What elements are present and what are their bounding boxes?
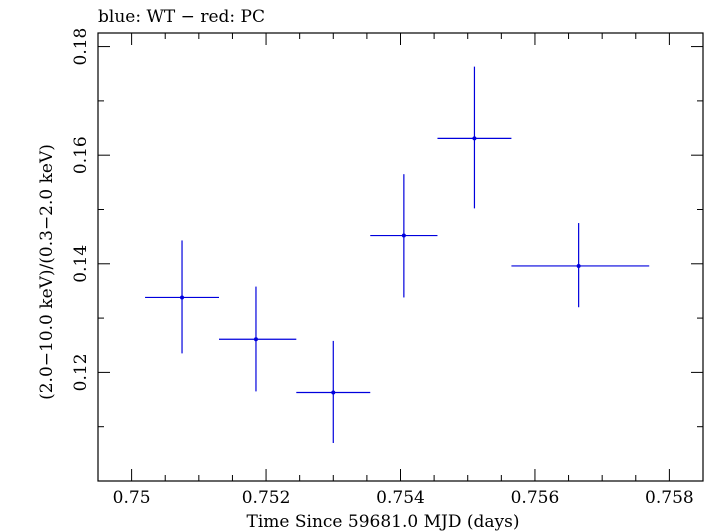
axis-ticks	[97, 33, 704, 482]
x-tick-label: 0.752	[242, 488, 291, 508]
data-marker	[576, 263, 581, 268]
data-marker	[180, 295, 185, 300]
plot-frame	[97, 32, 704, 482]
data-point	[437, 66, 512, 209]
data-point	[296, 340, 371, 443]
y-axis-label: (2.0−10.0 keV)/(0.3−2.0 keV)	[37, 144, 57, 400]
y-tick-label: 0.16	[71, 136, 91, 174]
data-marker	[331, 390, 336, 395]
data-marker	[401, 233, 406, 238]
data-point	[219, 286, 297, 392]
x-axis-label: Time Since 59681.0 MJD (days)	[247, 512, 520, 532]
x-tick-label: 0.758	[645, 488, 694, 508]
data-point	[511, 223, 650, 308]
y-tick-label: 0.12	[71, 353, 91, 391]
y-tick-label: 0.14	[71, 245, 91, 283]
data-marker	[472, 136, 477, 141]
data-point	[145, 240, 219, 354]
data-marker	[253, 337, 258, 342]
x-tick-label: 0.756	[511, 488, 560, 508]
data-point	[370, 174, 438, 298]
chart-title: blue: WT − red: PC	[98, 7, 265, 27]
x-tick-labels: 0.75 0.752 0.754 0.756 0.758	[113, 488, 694, 508]
data-points	[145, 66, 650, 443]
y-tick-label: 0.18	[71, 28, 91, 66]
x-tick-label: 0.754	[376, 488, 425, 508]
y-tick-labels: 0.12 0.14 0.16 0.18	[71, 28, 91, 392]
x-tick-label: 0.75	[113, 488, 151, 508]
